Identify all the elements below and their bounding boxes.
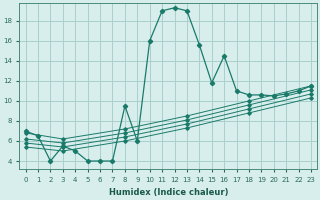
X-axis label: Humidex (Indice chaleur): Humidex (Indice chaleur) [108,188,228,197]
